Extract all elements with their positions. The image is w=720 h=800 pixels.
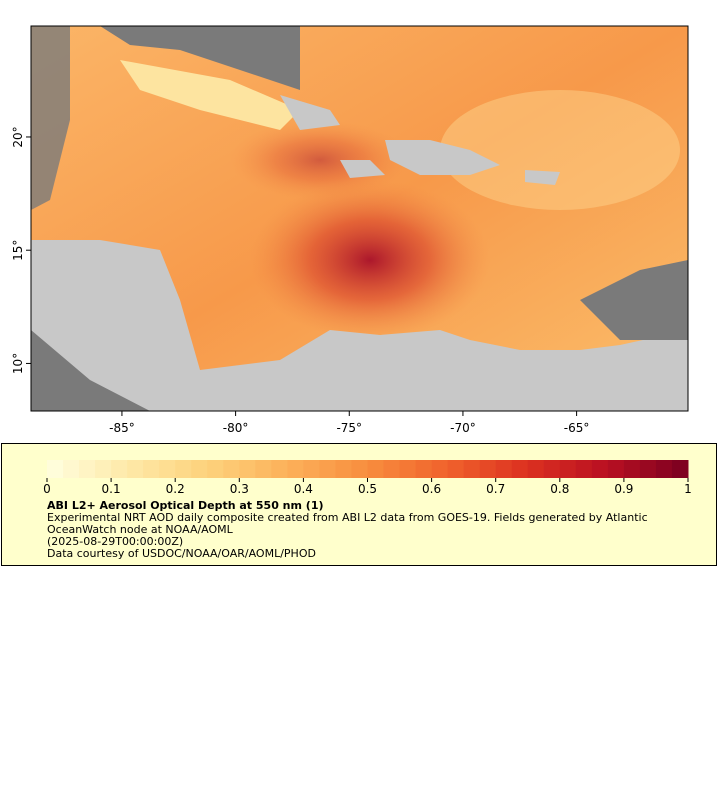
colorbar-segment [623, 460, 641, 478]
colorbar-tick-label: 0.7 [486, 482, 505, 496]
x-tick-label: -75° [336, 421, 362, 435]
colorbar-segment [95, 460, 112, 478]
colorbar-tick-label: 0.4 [294, 482, 313, 496]
colorbar-segment [671, 460, 689, 478]
colorbar-segment [415, 460, 433, 478]
colorbar-segment [159, 460, 176, 478]
colorbar-segment [63, 460, 80, 478]
colorbar-segment [79, 460, 96, 478]
colorbar-segment [287, 460, 304, 478]
colorbar-segment [111, 460, 128, 478]
colorbar-segment [335, 460, 352, 478]
colorbar-segment [223, 460, 240, 478]
colorbar-segment [143, 460, 160, 478]
colorbar-segment [639, 460, 657, 478]
colorbar-segment [447, 460, 465, 478]
colorbar-segment [463, 460, 481, 478]
colorbar-segment [591, 460, 609, 478]
legend-description: Experimental NRT AOD daily composite cre… [47, 511, 648, 536]
colorbar-tick-label: 0.9 [614, 482, 633, 496]
colorbar-segment [383, 460, 401, 478]
colorbar-tick-label: 0.1 [102, 482, 121, 496]
colorbar-segment [175, 460, 192, 478]
colorbar-segment [351, 460, 368, 478]
colorbar-segment [319, 460, 336, 478]
colorbar-segment [47, 460, 64, 478]
x-tick-label: -85° [109, 421, 135, 435]
x-tick-label: -65° [564, 421, 590, 435]
colorbar-tick-label: 0.3 [230, 482, 249, 496]
colorbar-segment [527, 460, 545, 478]
colorbar-segment [127, 460, 144, 478]
colorbar-segment [479, 460, 497, 478]
x-tick-label: -70° [450, 421, 476, 435]
colorbar-segment [431, 460, 449, 478]
legend-text: ABI L2+ Aerosol Optical Depth at 550 nm … [47, 500, 677, 560]
colorbar-segment [511, 460, 529, 478]
x-tick-label: -80° [223, 421, 249, 435]
y-tick-label: 20° [11, 126, 25, 147]
colorbar-segment [367, 460, 385, 478]
colorbar-segment [575, 460, 593, 478]
colorbar-segment [495, 460, 513, 478]
colorbar-segment [399, 460, 417, 478]
legend-credit: Data courtesy of USDOC/NOAA/OAR/AOML/PHO… [47, 547, 316, 560]
colorbar-segment [559, 460, 577, 478]
colorbar-segment [239, 460, 256, 478]
legend-time: (2025-08-29T00:00:00Z) [47, 535, 184, 548]
colorbar-tick-label: 0 [43, 482, 51, 496]
map-raster [31, 26, 688, 411]
colorbar-tick-label: 0.6 [422, 482, 441, 496]
legend-title: ABI L2+ Aerosol Optical Depth at 550 nm … [47, 499, 324, 512]
colorbar-tick-label: 1 [684, 482, 692, 496]
colorbar-segment [255, 460, 272, 478]
map-frame [30, 25, 689, 412]
colorbar-segment [207, 460, 224, 478]
colorbar-segment [543, 460, 561, 478]
y-tick-label: 15° [11, 240, 25, 261]
colorbar-segment [271, 460, 288, 478]
colorbar-segment [655, 460, 673, 478]
colorbar-segment [191, 460, 208, 478]
y-tick-label: 10° [11, 353, 25, 374]
colorbar-segment [303, 460, 320, 478]
colorbar-segment [607, 460, 625, 478]
colorbar-tick-label: 0.5 [358, 482, 377, 496]
colorbar-tick-label: 0.2 [166, 482, 185, 496]
colorbar-tick-label: 0.8 [550, 482, 569, 496]
